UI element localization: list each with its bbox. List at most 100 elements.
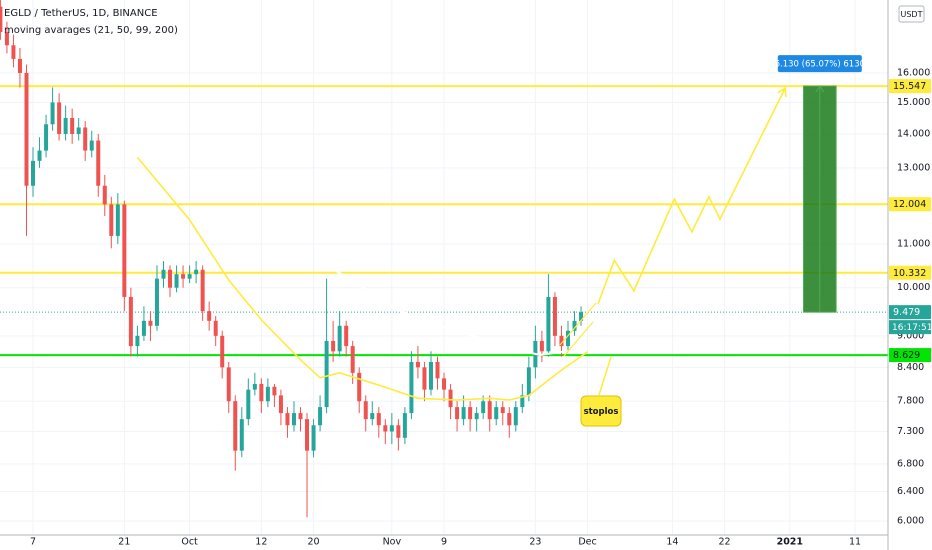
candle-body [435, 361, 440, 379]
candle-body [298, 413, 303, 420]
candle [252, 372, 257, 396]
price-label: 15.547 [893, 81, 926, 92]
candle-body [507, 413, 512, 426]
candle [265, 378, 270, 408]
candle [174, 265, 179, 293]
y-tick-label: 8.400 [897, 362, 924, 373]
candle [402, 407, 407, 445]
candle [383, 419, 388, 445]
candle [487, 395, 492, 432]
candle [233, 395, 238, 471]
candle-body [44, 124, 49, 151]
candle-body [272, 386, 277, 396]
candle [278, 389, 283, 426]
candle [161, 261, 166, 288]
candle [102, 174, 107, 216]
candle [500, 401, 505, 426]
candle [572, 311, 577, 336]
candle [181, 265, 186, 288]
candle [76, 117, 81, 141]
candle [305, 413, 310, 518]
candle [285, 407, 290, 438]
candle [44, 114, 49, 158]
candle [50, 87, 55, 131]
candle [246, 378, 251, 426]
candle-body [461, 407, 466, 420]
currency-label[interactable]: USDT [901, 10, 923, 19]
candle [435, 356, 440, 390]
candle [122, 200, 127, 312]
target-label: 6.130 (65.07%) 6130 [775, 60, 865, 70]
candle [526, 356, 531, 402]
candle-body [226, 367, 231, 402]
candle-body [409, 361, 414, 414]
candle [220, 330, 225, 379]
candle-body [494, 407, 499, 420]
candle-body [135, 335, 140, 347]
candle-body [168, 269, 173, 288]
candle-body [0, 6, 3, 33]
candle-body [181, 274, 186, 279]
candle-body [115, 204, 120, 236]
candle-body [76, 127, 81, 134]
y-tick-label: 6.000 [897, 516, 924, 527]
candle [194, 261, 199, 284]
callout-box [580, 395, 622, 427]
indicator-label: moving avarages (21, 50, 99, 200) [4, 25, 178, 36]
countdown-box [889, 320, 931, 335]
candle [357, 367, 362, 414]
price-label-box [889, 197, 931, 212]
candle [17, 47, 22, 88]
candle [520, 383, 525, 414]
candle [363, 395, 368, 432]
candle-body [513, 407, 518, 426]
y-tick-label: 15.000 [897, 97, 930, 108]
x-tick-label: Oct [181, 537, 198, 548]
candle [207, 301, 212, 331]
candle [128, 287, 133, 357]
candle-body [376, 413, 381, 426]
candle [24, 64, 29, 236]
candle [213, 315, 218, 347]
price-label: 12.004 [893, 199, 926, 210]
candle-body [428, 361, 433, 390]
candle [200, 265, 205, 321]
y-tick-label: 11.000 [897, 239, 930, 250]
candle-body [383, 425, 388, 432]
candle [579, 306, 584, 326]
candle-body [154, 278, 159, 326]
candle-body [572, 320, 577, 331]
candle-body [422, 367, 427, 390]
candle-body [357, 372, 362, 402]
candle-body [17, 58, 22, 73]
candle [141, 306, 146, 341]
target-arrowhead [815, 85, 825, 93]
projection-arrowhead [777, 86, 787, 98]
candle-body [239, 419, 244, 451]
y-tick-label: 13.000 [897, 162, 930, 173]
candle [83, 121, 88, 161]
candle [135, 325, 140, 357]
candle [89, 130, 94, 158]
candle [422, 361, 427, 402]
currency-box[interactable] [898, 5, 925, 23]
candle [259, 378, 264, 414]
candle [226, 361, 231, 414]
candle [455, 401, 460, 432]
candle-body [331, 340, 336, 352]
candle [494, 401, 499, 426]
x-tick-label: 23 [529, 537, 541, 548]
candle-body [128, 296, 133, 347]
wedge-line [559, 302, 597, 346]
candle-body [539, 340, 544, 352]
wedge-line [563, 321, 594, 357]
y-tick-label: 16.000 [897, 67, 930, 78]
candle [31, 147, 36, 197]
x-tick-label: 12 [255, 537, 267, 548]
candle-body [89, 140, 94, 151]
candle [513, 401, 518, 432]
x-tick-label: 20 [308, 537, 320, 548]
candle [4, 21, 9, 54]
